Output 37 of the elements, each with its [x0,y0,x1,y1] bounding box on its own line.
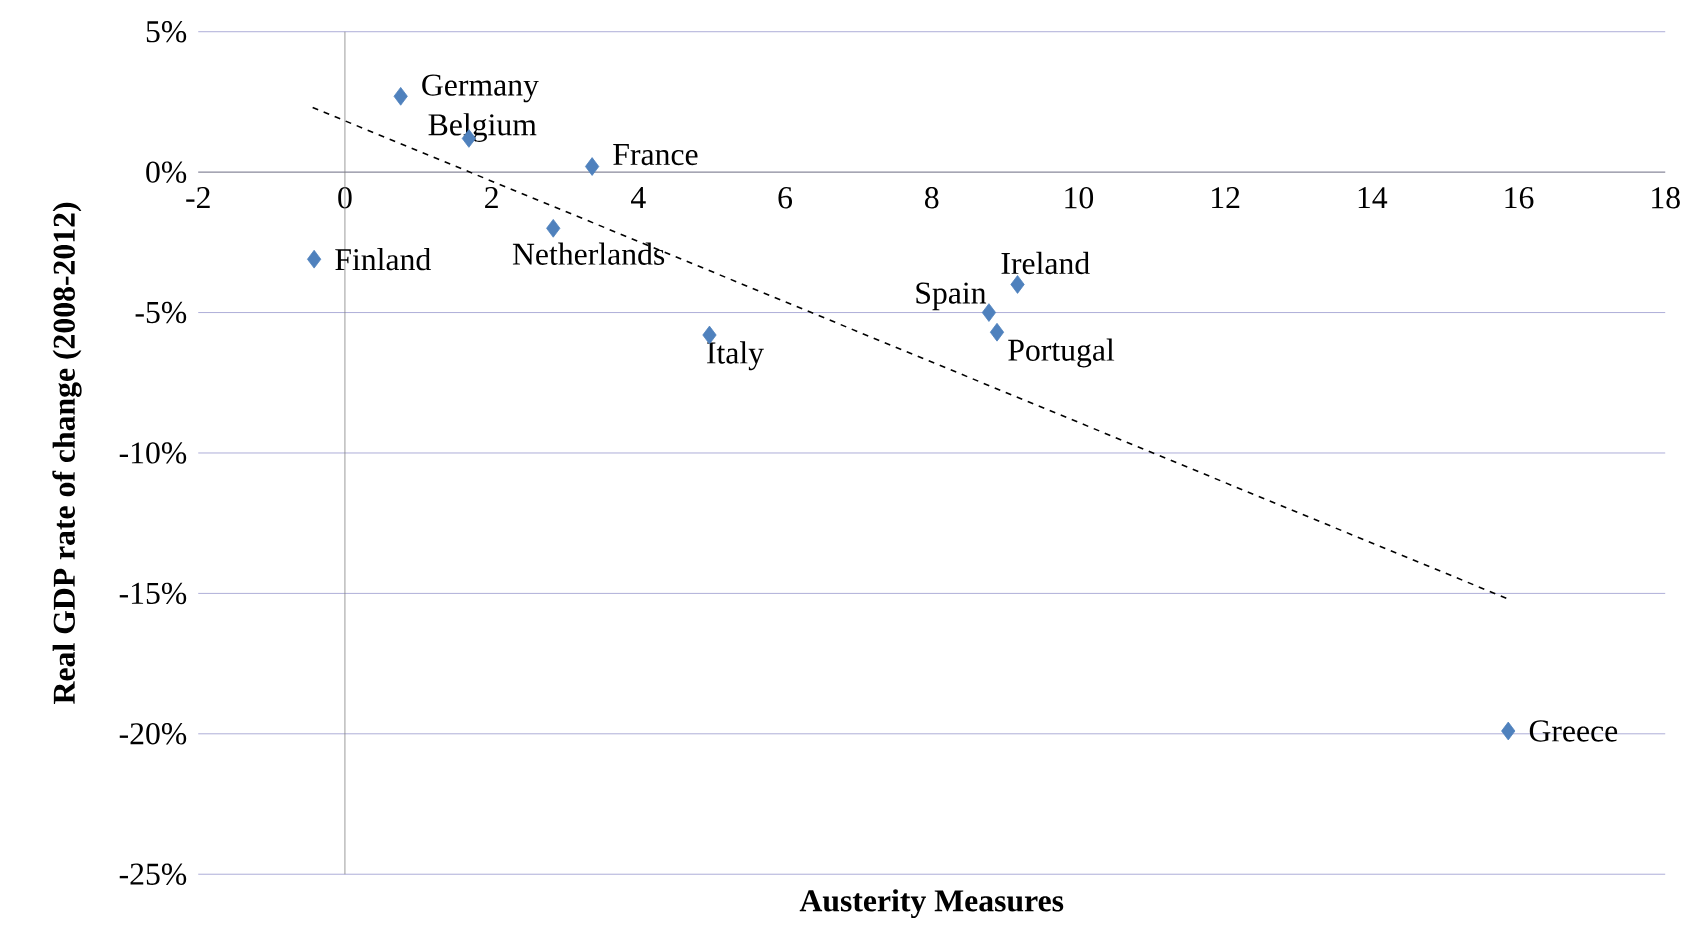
x-tick-label: 16 [1505,187,1534,209]
x-tick-label: 14 [1358,187,1388,209]
x-tick-label: 2 [485,187,498,209]
y-axis-title: Real GDP rate of change (2008-2012) [52,202,82,705]
y-tick-label: -25% [119,863,187,886]
y-tick-label: 5% [146,21,187,43]
point [989,323,1005,342]
annotation: Spain [916,282,987,311]
y-tick-label: 0% [146,161,187,183]
x-tick-label: 8 [925,187,939,209]
y-tick-label: -15% [119,582,187,605]
x-tick-label: 0 [338,187,352,209]
annotation: Greece [1529,720,1618,742]
annotation: France [613,144,698,166]
x-tick-label: -2 [186,187,210,209]
point [1010,275,1025,294]
point [546,219,561,238]
annotation: Belgium [428,113,537,143]
annotation: Finland [335,248,431,271]
x-tick-label: 10 [1065,187,1094,209]
point [585,157,600,176]
annotation: Netherlands [512,242,665,266]
x-tick-label: 4 [631,187,646,209]
y-tick-label: -20% [119,723,187,745]
x-tick-label: 12 [1212,187,1240,209]
annotation: Germany [422,74,539,103]
point [307,250,322,269]
point [393,87,408,106]
annotation: Portugal [1008,338,1115,368]
point [1501,721,1516,741]
x-tick-label: 6 [778,187,793,209]
y-tick-label: -10% [119,442,187,464]
x-tick-label: 18 [1652,187,1680,209]
x-axis-title: Austerity Measures [799,889,1064,919]
y-tick-label: -5% [135,301,187,324]
annotation: Italy [707,341,764,371]
annotation: Ireland [1001,251,1090,275]
